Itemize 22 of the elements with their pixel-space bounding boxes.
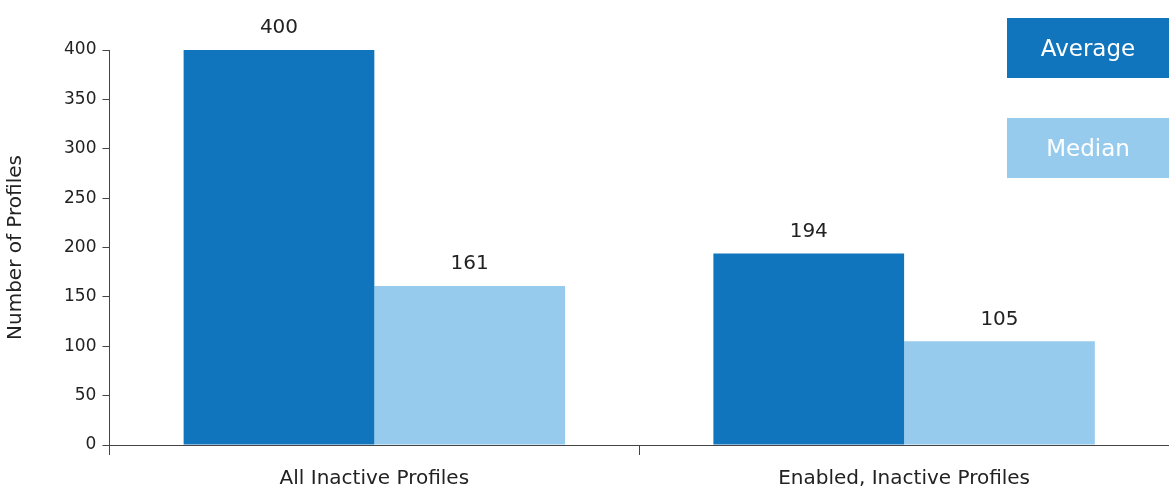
y-tick-label: 150 (63, 285, 97, 306)
y-tick-label: 50 (74, 384, 97, 405)
data-label: 400 (259, 14, 299, 39)
y-tick-label: 250 (63, 186, 97, 207)
legend-key: Average (1007, 18, 1169, 78)
y-tick-label: 350 (63, 87, 97, 108)
bar (904, 341, 1095, 445)
x-tick-label: All Inactive Profiles (279, 465, 470, 490)
y-tick-label: 300 (63, 137, 97, 158)
y-axis-title: Number of Profiles (2, 155, 27, 340)
bar (183, 50, 375, 445)
bar (374, 286, 566, 445)
data-label: 105 (980, 305, 1019, 330)
data-label: 194 (789, 217, 828, 242)
legend-key: Median (1007, 118, 1169, 178)
y-tick-label: 400 (63, 38, 97, 59)
y-tick-label: 0 (85, 433, 97, 454)
y-tick-label: 100 (63, 334, 97, 355)
bar (713, 253, 905, 445)
data-label: 161 (450, 250, 489, 275)
y-tick-label: 200 (63, 235, 97, 256)
x-tick-label: Enabled, Inactive Profiles (778, 465, 1031, 490)
